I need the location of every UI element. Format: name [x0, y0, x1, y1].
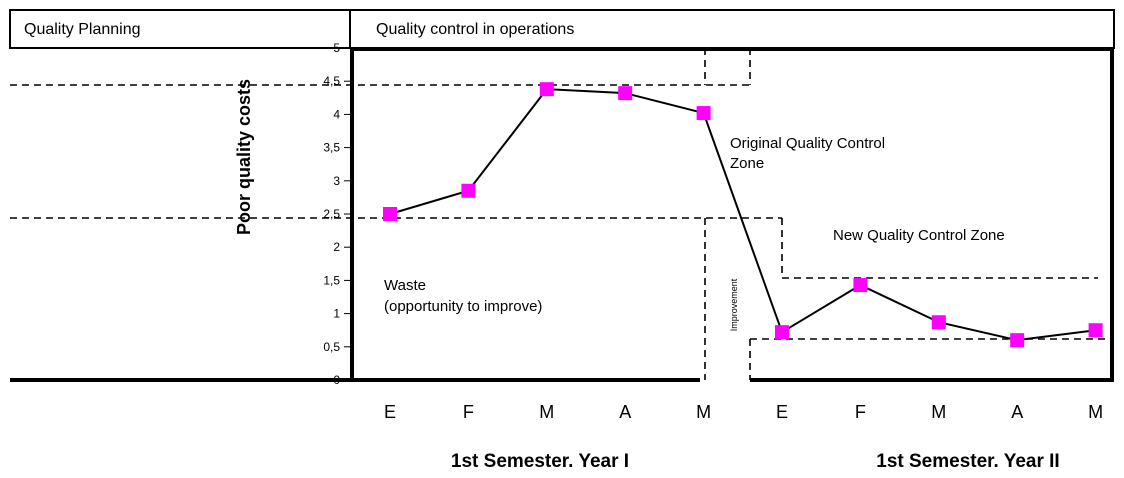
- x-tick-label: F: [463, 402, 474, 422]
- marker: [383, 207, 397, 221]
- marker: [1010, 333, 1025, 348]
- marker: [853, 278, 868, 293]
- marker: [539, 82, 554, 97]
- y-tick-label: 3,5: [323, 141, 340, 155]
- marker: [931, 315, 946, 330]
- marker: [1088, 323, 1103, 338]
- y-tick-label: 4: [333, 107, 340, 121]
- line: [389, 88, 1096, 342]
- control-zone-line: [10, 48, 751, 86]
- x-tick-label: E: [776, 402, 788, 422]
- x-tick-label: M: [931, 402, 946, 422]
- period-label: 1st Semester. Year I: [451, 451, 629, 472]
- x-tick-label: E: [384, 402, 396, 422]
- x-tick-label: F: [855, 402, 866, 422]
- x-tick-label: A: [619, 402, 631, 422]
- y-tick-label: 2,5: [323, 207, 340, 221]
- y-tick-label: 1,5: [323, 273, 340, 287]
- marker: [775, 325, 789, 340]
- annotation: New Quality Control Zone: [833, 227, 1005, 244]
- y-tick-label: 3: [333, 174, 340, 188]
- y-tick-label: 1: [333, 307, 340, 321]
- annotation: Original Quality Control: [730, 135, 885, 152]
- marker: [461, 183, 476, 198]
- marker: [618, 86, 633, 101]
- y-tick-label: 5: [333, 41, 340, 55]
- x-tick-label: M: [1088, 402, 1103, 422]
- annotation: (opportunity to improve): [384, 298, 542, 315]
- annotation: Waste: [384, 277, 426, 294]
- gap: [700, 372, 750, 384]
- control-zone-line: [749, 338, 1114, 380]
- y-tick-label: 0: [333, 373, 340, 387]
- x-tick-label: M: [539, 402, 554, 422]
- y-axis-label: Poor quality costs: [234, 79, 254, 235]
- header-title: Quality Planning: [24, 21, 141, 38]
- marker: [696, 106, 711, 121]
- period-label: 1st Semester. Year II: [876, 451, 1059, 472]
- header-title: Quality control in operations: [376, 21, 574, 38]
- y-tick-label: 4,5: [323, 74, 340, 88]
- x-tick-label: M: [696, 402, 711, 422]
- y-tick-label: 2: [333, 240, 340, 254]
- annotation: Zone: [730, 155, 764, 172]
- annotation: Improvement: [729, 278, 739, 331]
- x-tick-label: A: [1011, 402, 1023, 422]
- y-tick-label: 0,5: [323, 340, 340, 354]
